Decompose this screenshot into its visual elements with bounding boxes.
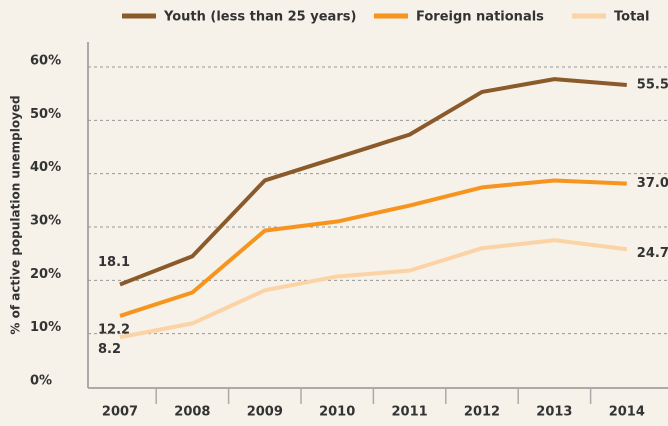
data-label: 8.2 [98, 342, 121, 357]
y-tick-label: 60% [30, 54, 61, 69]
legend-label: Youth (less than 25 years) [163, 10, 356, 25]
series-line [119, 238, 628, 340]
series-line [119, 77, 627, 287]
y-tick-label: 20% [30, 267, 61, 282]
y-tick-label: 0% [30, 374, 52, 389]
x-tick-label: 2013 [536, 405, 572, 420]
y-tick-label: 10% [30, 320, 61, 335]
data-label: 12.2 [98, 322, 130, 337]
series-line [119, 178, 627, 318]
x-tick-label: 2008 [174, 405, 210, 420]
x-tick-label: 2011 [392, 405, 428, 420]
x-tick-label: 2007 [102, 405, 138, 420]
data-label: 24.7 [637, 246, 668, 261]
data-label: 55.5 [637, 78, 668, 93]
legend-label: Total [614, 10, 650, 25]
data-label: 18.1 [98, 255, 130, 270]
y-tick-label: 50% [30, 107, 61, 122]
x-tick-label: 2009 [247, 405, 283, 420]
x-tick-label: 2010 [319, 405, 355, 420]
legend-label: Foreign nationals [416, 10, 544, 25]
x-tick-label: 2012 [464, 405, 500, 420]
x-tick-label: 2014 [609, 405, 645, 420]
y-tick-label: 30% [30, 214, 61, 229]
y-tick-label: 40% [30, 160, 61, 175]
data-label: 37.0 [637, 176, 668, 191]
y-axis-label: % of active population unemployed [9, 95, 23, 334]
